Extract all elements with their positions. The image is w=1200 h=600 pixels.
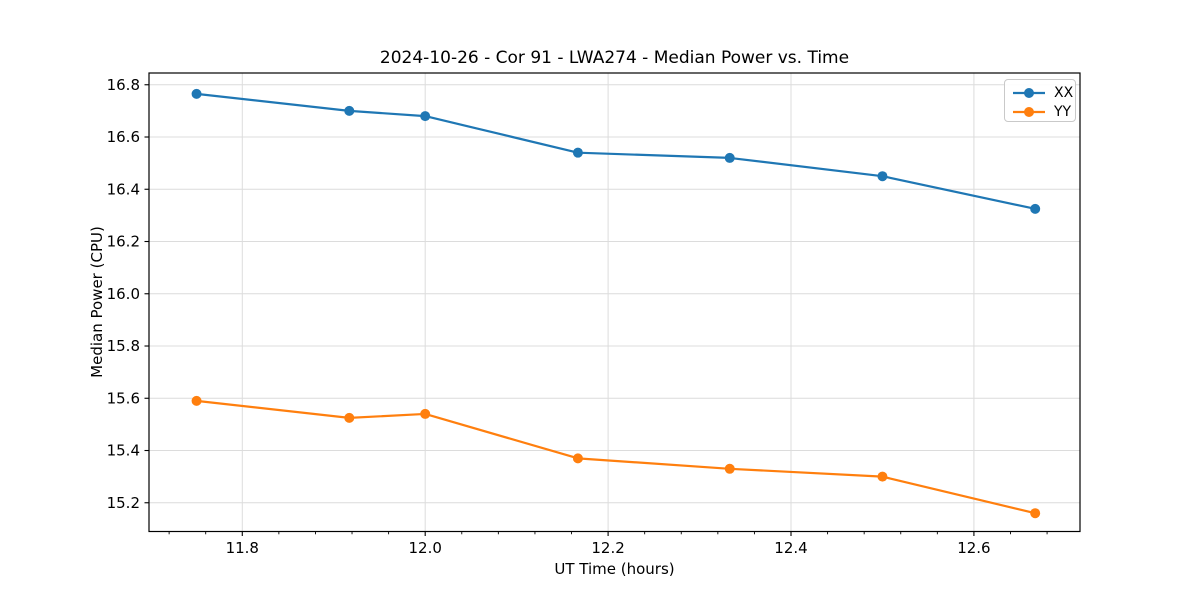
- y-tick-label: 16.6: [107, 128, 140, 146]
- series-line-xx: [195, 92, 1037, 210]
- data-point-yy: [344, 412, 355, 423]
- chart-title: 2024-10-26 - Cor 91 - LWA274 - Median Po…: [379, 48, 850, 68]
- legend-label: XX: [1054, 84, 1074, 101]
- legend: XX YY: [1004, 79, 1076, 122]
- y-tick-label: 16.8: [107, 76, 140, 94]
- data-point-yy: [572, 453, 583, 464]
- series-line-yy: [195, 399, 1037, 515]
- plot-border: [148, 72, 1081, 533]
- x-axis-label: UT Time (hours): [554, 560, 675, 578]
- x-tick-label: 12.4: [774, 539, 807, 557]
- data-point-yy: [877, 471, 888, 482]
- data-point-xx: [1030, 203, 1041, 214]
- data-point-xx: [572, 147, 583, 158]
- y-tick-label: 15.4: [107, 442, 140, 460]
- data-point-xx: [191, 88, 202, 99]
- x-tick-label: 11.8: [226, 539, 259, 557]
- y-tick-label: 16.0: [107, 285, 140, 303]
- data-point-yy: [724, 463, 735, 474]
- data-point-xx: [344, 105, 355, 116]
- y-tick-label: 15.2: [107, 494, 140, 512]
- data-point-yy: [191, 395, 202, 406]
- legend-item-yy: YY: [1011, 102, 1072, 121]
- x-tick-label: 12.6: [957, 539, 990, 557]
- legend-line-marker-icon: [1013, 87, 1045, 98]
- data-point-yy: [420, 408, 431, 419]
- x-tick-label: 12.2: [591, 539, 624, 557]
- y-axis-label: Median Power (CPU): [88, 226, 106, 378]
- y-tick-label: 16.2: [107, 233, 140, 251]
- y-tick-label: 16.4: [107, 180, 140, 198]
- y-tick-label: 15.6: [107, 389, 140, 407]
- legend-item-xx: XX: [1011, 83, 1073, 102]
- data-point-xx: [724, 152, 735, 163]
- y-tick-label: 15.8: [107, 337, 140, 355]
- data-point-xx: [420, 111, 431, 122]
- data-point-xx: [877, 171, 888, 182]
- legend-label: YY: [1054, 103, 1072, 120]
- legend-line-marker-icon: [1013, 106, 1045, 117]
- data-point-yy: [1030, 508, 1041, 519]
- x-tick-label: 12.0: [408, 539, 441, 557]
